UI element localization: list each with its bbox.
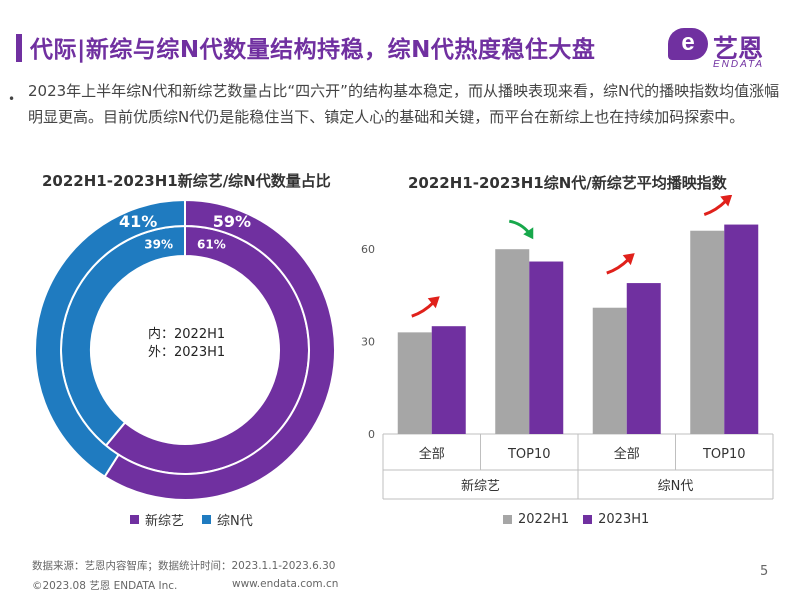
legend-swatch-sequel	[202, 515, 212, 524]
trend-arrowhead-up-icon	[622, 253, 635, 266]
donut-outer-slice-new	[103, 200, 336, 500]
title-accent-bar	[16, 34, 22, 62]
bar-2023H1-1	[529, 261, 564, 434]
logo-text-en: ENDATA	[713, 59, 765, 70]
legend-label-new: 新综艺	[145, 514, 185, 529]
trend-arrowhead-up-icon	[427, 296, 440, 309]
donut-outer-slice-sequel	[34, 200, 186, 479]
logo-mark: e	[681, 29, 695, 56]
footer-copyright: ©2023.08 艺恩 ENDATA Inc.	[32, 580, 178, 592]
donut-center-inner-label: 内：2022H1	[148, 327, 226, 342]
bar-2023H1-0	[431, 326, 466, 434]
donut-inner-label-new: 61%	[197, 238, 226, 252]
bar-2022H1-1	[495, 249, 530, 434]
legend-swatch-2023	[583, 515, 593, 524]
legend-swatch-2022	[503, 515, 512, 524]
x-group-label: 综N代	[658, 479, 694, 494]
footer-url[interactable]: www.endata.com.cn	[232, 578, 339, 590]
donut-inner-label-sequel: 39%	[144, 238, 173, 252]
trend-arrow-up-icon	[411, 301, 435, 318]
donut-legend: 新综艺 综N代	[130, 510, 253, 529]
donut-outer-label-sequel: 41%	[119, 212, 157, 231]
bar-2022H1-2	[592, 307, 627, 434]
trend-arrowhead-down-icon	[523, 227, 534, 240]
trend-arrow-up-icon	[606, 258, 630, 275]
page-number: 5	[760, 564, 769, 579]
legend-swatch-new	[130, 515, 139, 524]
logo-text-cn: 艺恩	[713, 34, 764, 63]
bar-2023H1-2	[626, 283, 661, 434]
x-category-label: TOP10	[507, 447, 551, 462]
y-tick-label: 60	[361, 243, 375, 256]
summary-text: 2023年上半年综N代和新综艺数量占比“四六开”的结构基本稳定，而从播映表现来看…	[28, 82, 780, 126]
bullet-marker: •	[8, 92, 16, 106]
donut-chart-title: 2022H1-2023H1新综艺/综N代数量占比	[42, 172, 331, 190]
x-category-label: 全部	[614, 446, 640, 462]
x-category-label: TOP10	[702, 447, 746, 462]
donut-chart: 59% 41% 61% 39%	[34, 200, 336, 500]
y-tick-label: 0	[368, 428, 375, 441]
y-tick-label: 30	[361, 336, 375, 349]
footer-source: 数据来源：艺恩内容智库；数据统计时间：2023.1.1-2023.6.30	[32, 560, 336, 572]
legend-label-sequel: 综N代	[217, 514, 253, 529]
bar-2022H1-0	[397, 332, 432, 434]
legend-label-2022: 2022H1	[518, 512, 570, 527]
x-category-label: 全部	[419, 446, 445, 462]
bar-2022H1-3	[690, 230, 725, 434]
trend-arrow-down-icon	[508, 219, 531, 235]
page-title: 代际|新综与综N代数量结构持稳，综N代热度稳住大盘	[30, 37, 596, 63]
trend-arrow-up-icon	[703, 199, 728, 216]
endata-logo: e 艺恩 ENDATA	[668, 26, 786, 70]
bar-chart: 0 30 60 全部 TOP10 全部 TOP10 新综艺 综N代	[361, 195, 774, 500]
bar-chart-title: 2022H1-2023H1综N代/新综艺平均播映指数	[408, 174, 727, 192]
bar-legend: 2022H1 2023H1	[503, 512, 649, 527]
x-group-label: 新综艺	[461, 478, 500, 494]
bar-2023H1-3	[724, 224, 759, 434]
logo-badge-icon	[668, 28, 708, 60]
donut-center-label: 内：2022H1 外：2023H1	[148, 326, 225, 362]
donut-outer-label-new: 59%	[213, 212, 251, 231]
trend-arrowhead-up-icon	[720, 195, 733, 207]
donut-center-outer-label: 外：2023H1	[148, 345, 226, 360]
legend-label-2023: 2023H1	[598, 512, 650, 527]
